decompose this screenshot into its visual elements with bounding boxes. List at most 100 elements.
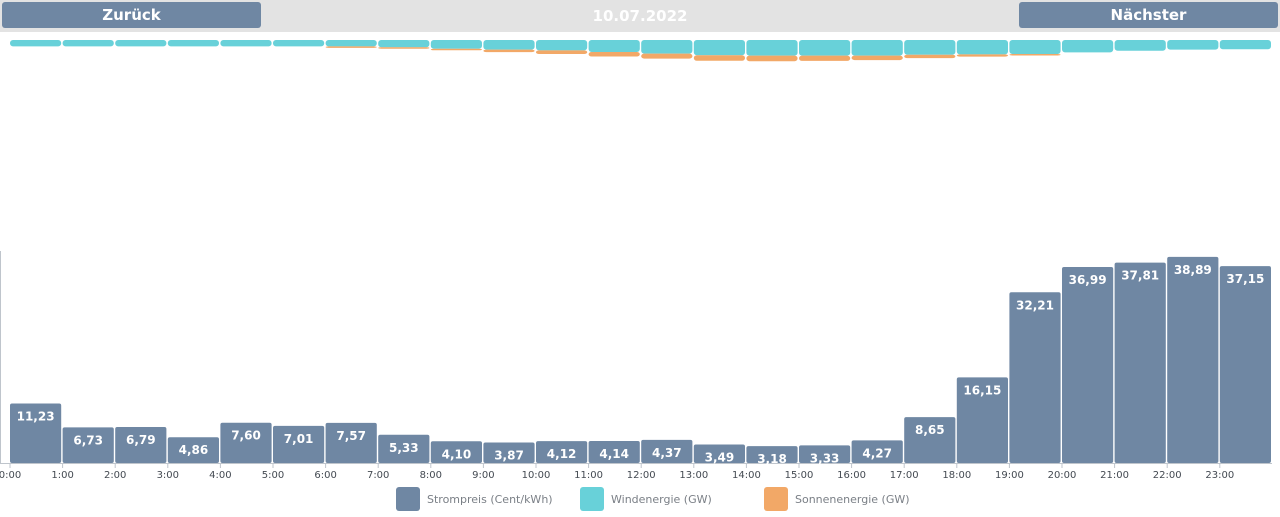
price-bar	[1167, 256, 1219, 463]
solar-swatch	[764, 487, 788, 511]
price-value-label: 4,86	[179, 443, 209, 457]
price-bar	[220, 422, 272, 463]
x-tick-label: 13:00	[679, 470, 708, 481]
price-bar	[10, 403, 62, 463]
price-value-label: 6,73	[73, 433, 103, 447]
price-bar	[430, 441, 482, 463]
price-value-label: 7,01	[284, 432, 314, 446]
x-tick-label: 10:00	[522, 470, 551, 481]
x-tick-label: 11:00	[574, 470, 603, 481]
price-value-label: 38,89	[1174, 263, 1212, 277]
price-bar	[746, 446, 798, 463]
x-tick-label: 7:00	[367, 470, 389, 481]
x-tick-label: 0:00	[0, 470, 21, 481]
price-bar	[851, 440, 903, 463]
price-value-label: 8,65	[915, 423, 945, 437]
price-bar	[641, 439, 693, 463]
legend-label-solar: Sonnenenergie (GW)	[795, 493, 910, 506]
wind-bar	[1219, 40, 1271, 50]
price-value-label: 36,99	[1069, 273, 1107, 287]
price-value-label: 4,14	[599, 447, 629, 461]
price-bar	[1114, 262, 1166, 463]
wind-bar	[536, 40, 588, 51]
price-value-label: 4,37	[652, 446, 682, 460]
wind-bar	[641, 40, 693, 54]
price-value-label: 4,27	[862, 446, 892, 460]
wind-bar	[10, 40, 62, 47]
wind-bar	[956, 40, 1008, 55]
x-tick-label: 3:00	[157, 470, 179, 481]
legend-item-wind[interactable]: Windenergie (GW)	[580, 487, 720, 513]
price-value-label: 16,15	[963, 383, 1001, 397]
wind-bar	[1062, 40, 1114, 53]
x-tick-label: 22:00	[1153, 470, 1182, 481]
wind-bar	[1009, 40, 1061, 54]
price-bar	[904, 417, 956, 463]
price-bar	[483, 442, 535, 463]
solar-bar	[536, 50, 588, 55]
price-value-label: 11,23	[17, 409, 55, 423]
x-tick-label: 21:00	[1100, 470, 1129, 481]
price-bar	[693, 444, 745, 463]
price-bar	[1219, 266, 1271, 463]
price-bar	[1009, 292, 1061, 463]
solar-bar	[325, 46, 377, 48]
wind-bar	[273, 40, 325, 47]
navigation-bar: Zurück 10.07.2022 Nächster	[0, 0, 1280, 32]
x-tick-label: 4:00	[209, 470, 231, 481]
price-bar	[536, 441, 588, 463]
x-tick-label: 1:00	[51, 470, 73, 481]
wind-bar	[325, 40, 377, 47]
solar-bar	[746, 55, 798, 62]
price-value-label: 3,18	[757, 452, 787, 466]
price-bar	[1062, 266, 1114, 463]
solar-bar	[588, 52, 640, 57]
x-tick-label: 5:00	[262, 470, 284, 481]
wind-bar	[430, 40, 482, 49]
wind-bar	[799, 40, 851, 56]
price-value-label: 3,33	[810, 451, 840, 465]
price-bar	[325, 422, 377, 463]
wind-bar	[1167, 40, 1219, 50]
price-value-label: 3,87	[494, 448, 524, 462]
x-tick-label: 2:00	[104, 470, 126, 481]
wind-bar	[588, 40, 640, 52]
legend-item-solar[interactable]: Sonnenenergie (GW)	[764, 487, 914, 513]
next-button[interactable]: Nächster	[1019, 2, 1278, 28]
solar-bar	[851, 55, 903, 61]
x-tick-label: 19:00	[995, 470, 1024, 481]
solar-bar	[483, 49, 535, 53]
back-button[interactable]: Zurück	[2, 2, 261, 28]
price-value-label: 37,15	[1226, 272, 1264, 286]
wind-bar	[115, 40, 167, 47]
price-value-label: 4,12	[547, 447, 577, 461]
chart-legend: Strompreis (Cent/kWh) Windenergie (GW) S…	[0, 487, 1280, 513]
legend-item-price[interactable]: Strompreis (Cent/kWh)	[396, 487, 566, 513]
x-tick-label: 15:00	[785, 470, 814, 481]
x-tick-label: 16:00	[837, 470, 866, 481]
wind-bar	[746, 40, 798, 56]
x-tick-label: 18:00	[942, 470, 971, 481]
wind-bar	[220, 40, 272, 47]
wind-bar	[904, 40, 956, 55]
legend-label-wind: Windenergie (GW)	[611, 493, 712, 506]
x-tick-label: 6:00	[314, 470, 336, 481]
wind-bar	[167, 40, 219, 47]
wind-bar	[851, 40, 903, 56]
price-bar	[273, 425, 325, 463]
price-value-label: 4,10	[442, 447, 472, 461]
solar-bar	[430, 48, 482, 51]
legend-label-price: Strompreis (Cent/kWh)	[427, 493, 553, 506]
wind-bar	[1114, 40, 1166, 51]
price-bar	[799, 445, 851, 463]
wind-bar	[693, 40, 745, 56]
energy-chart	[10, 40, 1271, 62]
x-tick-label: 9:00	[472, 470, 494, 481]
price-value-label: 6,79	[126, 433, 156, 447]
price-bar	[115, 427, 167, 463]
price-chart: 11,23 6,73 6,79 4,86 7,60 7,01 7,57 5,33 4,10 3,8…	[0, 251, 1272, 481]
solar-bar	[1009, 54, 1061, 56]
wind-bar	[62, 40, 114, 47]
wind-swatch	[580, 487, 604, 511]
price-value-label: 37,81	[1121, 269, 1159, 283]
